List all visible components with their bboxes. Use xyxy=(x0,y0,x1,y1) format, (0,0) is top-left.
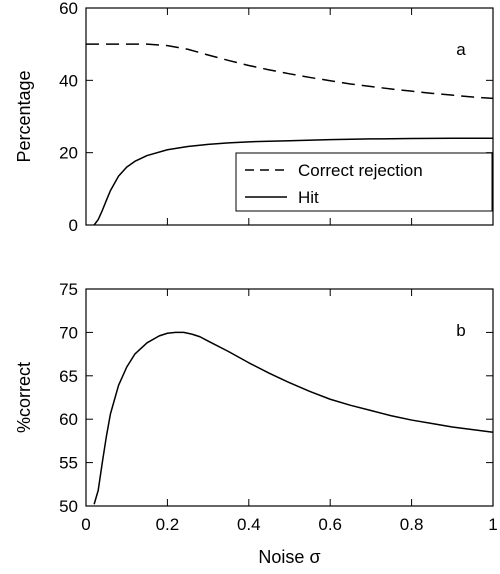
panel-a-series-correct-rejection xyxy=(86,43,494,100)
panel-b-y-tick-label: 65 xyxy=(59,367,78,386)
panel-a-series xyxy=(86,43,494,226)
legend: Correct rejection Hit xyxy=(235,152,493,212)
panel-b-y-tick-label: 60 xyxy=(59,410,78,429)
panel-b-ticks xyxy=(85,288,494,507)
x-tick-label: 0.2 xyxy=(156,515,180,534)
panel-b-series xyxy=(93,331,494,505)
panel-b-x-tick-labels: 0 0.2 0.4 0.6 0.8 1 xyxy=(81,515,497,534)
x-axis-label: Noise σ xyxy=(258,547,320,567)
legend-label-correct-rejection: Correct rejection xyxy=(298,161,423,180)
panel-a-y-tick-label: 0 xyxy=(69,216,78,235)
panel-a-y-axis-label: Percentage xyxy=(14,70,34,162)
legend-label-hit: Hit xyxy=(298,188,319,207)
panel-a: 0 20 40 60 Percentage a Correct rejection H… xyxy=(14,0,494,235)
panel-b-letter: b xyxy=(456,321,465,340)
panel-a-y-tick-label: 60 xyxy=(59,0,78,18)
panel-a-y-tick-labels: 0 20 40 60 xyxy=(59,0,78,235)
panel-b-y-axis-label: %correct xyxy=(14,362,34,433)
panel-b-frame xyxy=(85,288,494,507)
x-tick-label: 0.6 xyxy=(318,515,342,534)
panel-a-y-tick-label: 40 xyxy=(59,71,78,90)
panel-b-series-line xyxy=(93,331,494,505)
panel-b-y-tick-label: 50 xyxy=(59,497,78,516)
x-tick-label: 1 xyxy=(488,515,497,534)
panel-a-frame xyxy=(85,7,494,226)
panel-b-y-tick-label: 70 xyxy=(59,323,78,342)
x-tick-label: 0 xyxy=(81,515,90,534)
panel-b: 50 55 60 65 70 75 0 0.2 0.4 0.6 0.8 1 %correct Noi… xyxy=(14,280,498,567)
panel-a-series-hit xyxy=(93,137,493,226)
panel-b-y-tick-label: 75 xyxy=(59,280,78,299)
legend-box xyxy=(235,152,493,212)
panel-a-y-tick-label: 20 xyxy=(59,144,78,163)
x-tick-label: 0.4 xyxy=(237,515,261,534)
panel-b-y-tick-labels: 50 55 60 65 70 75 xyxy=(59,280,78,516)
x-tick-label: 0.8 xyxy=(400,515,424,534)
panel-b-y-tick-label: 55 xyxy=(59,454,78,473)
panel-a-letter: a xyxy=(456,40,466,59)
